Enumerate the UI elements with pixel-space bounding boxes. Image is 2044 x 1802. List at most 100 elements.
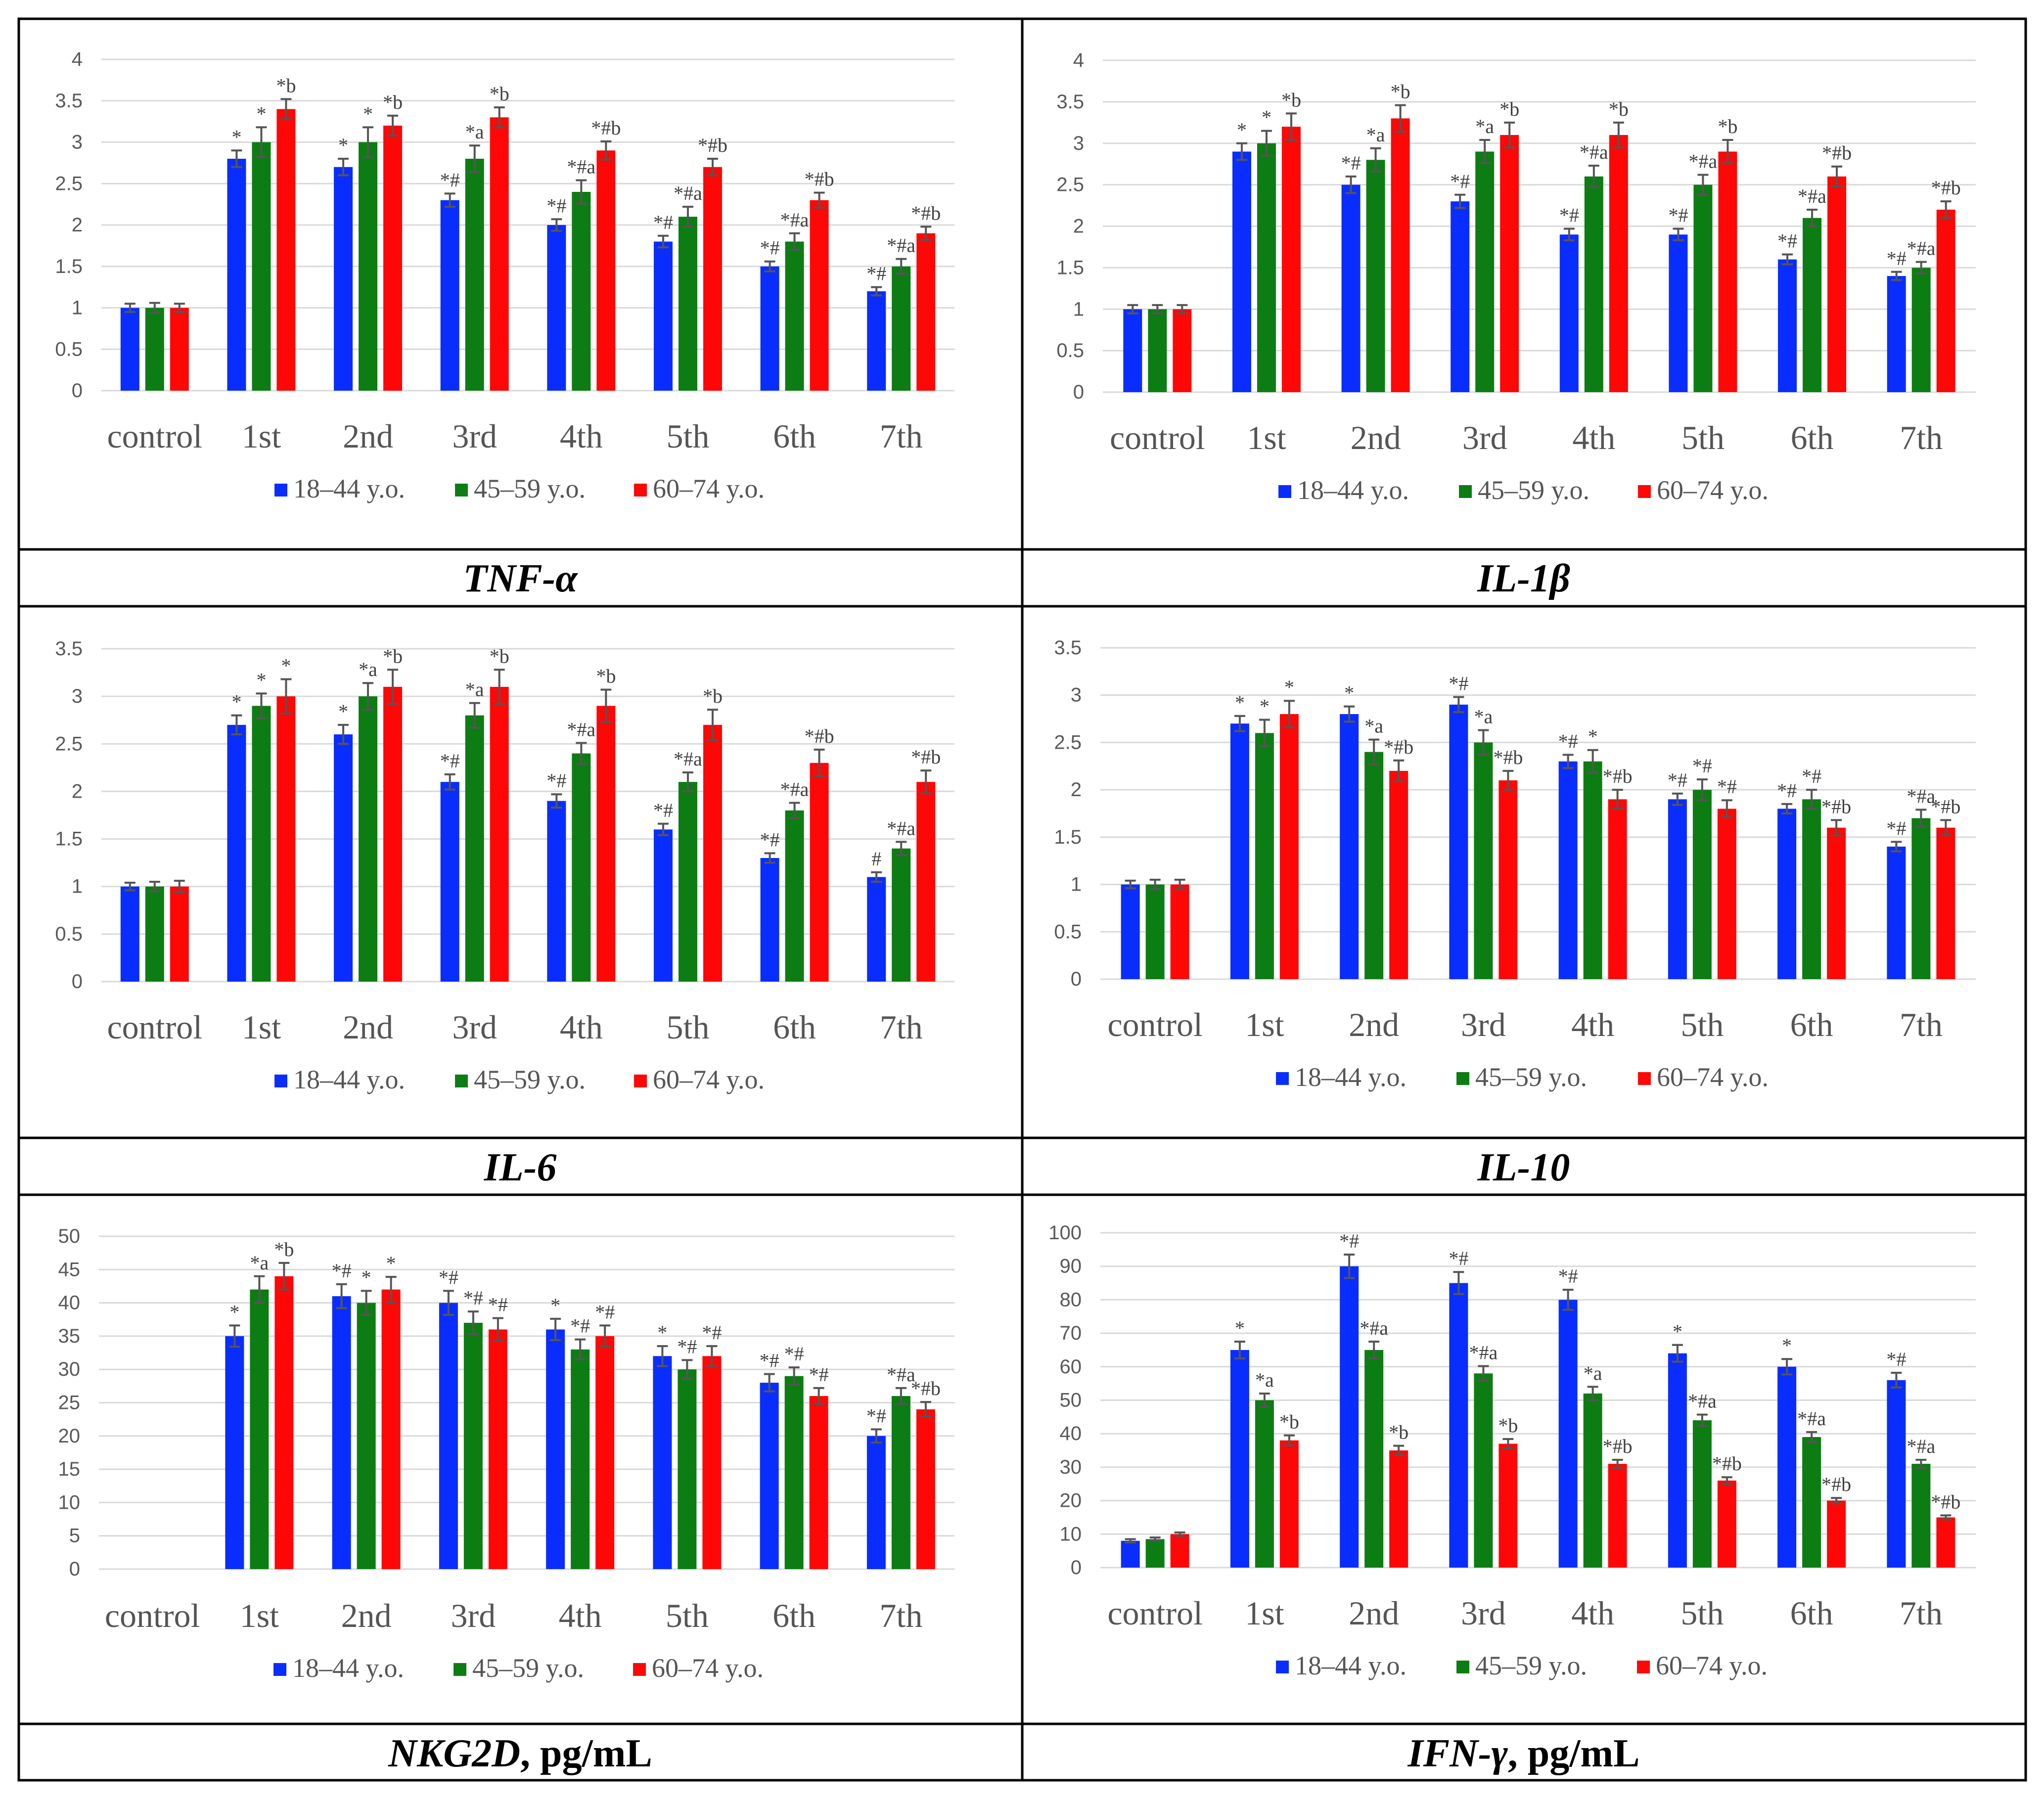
- bar: [1717, 1480, 1736, 1568]
- bar: [1173, 309, 1192, 392]
- bar: [678, 782, 697, 982]
- y-tick-label: 2: [1071, 779, 1082, 801]
- bar: [678, 217, 697, 391]
- significance-label: *#: [1558, 730, 1578, 752]
- bar: [810, 200, 829, 391]
- significance-label: *#: [653, 211, 673, 233]
- bar: [1451, 201, 1470, 392]
- significance-label: *#: [1339, 1230, 1359, 1252]
- significance-label: *#: [440, 750, 460, 772]
- bar: [596, 706, 616, 982]
- legend-swatch: [1638, 485, 1651, 498]
- significance-label: *#: [1558, 1265, 1578, 1287]
- legend-label: 18–44 y.o.: [1295, 1651, 1407, 1680]
- bar: [1887, 847, 1906, 979]
- significance-label: *#: [1692, 755, 1712, 777]
- legend-swatch: [634, 484, 647, 496]
- bar: [595, 1336, 615, 1569]
- caption-title: NKG2D: [388, 1732, 520, 1775]
- significance-label: *: [1588, 725, 1598, 748]
- y-tick-label: 0: [72, 971, 83, 992]
- bar: [120, 886, 139, 982]
- significance-label: *#: [760, 237, 780, 259]
- bar: [465, 715, 484, 982]
- x-tick-label: 6th: [773, 1008, 816, 1046]
- x-tick-label: 7th: [1900, 419, 1943, 456]
- y-tick-label: 0: [1073, 381, 1084, 403]
- legend-label: 18–44 y.o.: [292, 1653, 404, 1683]
- significance-label: *#: [760, 1350, 779, 1372]
- bar: [357, 1303, 376, 1569]
- y-tick-label: 90: [1060, 1256, 1082, 1277]
- bar: [916, 233, 936, 391]
- y-tick-label: 25: [58, 1392, 81, 1414]
- legend-swatch: [1278, 485, 1291, 498]
- legend-swatch: [1276, 1661, 1289, 1673]
- significance-label: *#b: [1931, 177, 1961, 199]
- significance-label: *: [1235, 1317, 1245, 1339]
- caption-sep: ,: [1508, 1732, 1528, 1775]
- bar: [1232, 151, 1251, 392]
- x-tick-label: control: [1110, 419, 1205, 456]
- legend-label: 18–44 y.o.: [1297, 475, 1409, 505]
- bar: [383, 686, 403, 982]
- x-tick-label: 6th: [1790, 1594, 1833, 1632]
- bar: [1584, 176, 1603, 392]
- bar: [546, 1329, 565, 1569]
- bar: [867, 291, 886, 391]
- significance-label: *: [338, 700, 348, 722]
- x-tick-label: 2nd: [341, 1597, 392, 1634]
- bar: [490, 117, 509, 391]
- bar: [381, 1289, 401, 1569]
- y-tick-label: 1: [72, 876, 83, 898]
- y-tick-label: 2.5: [1056, 174, 1084, 196]
- x-tick-label: control: [1107, 1594, 1203, 1632]
- bar: [1145, 884, 1165, 979]
- bar: [1718, 151, 1737, 392]
- x-tick-label: 7th: [1900, 1006, 1943, 1043]
- significance-label: *b: [383, 91, 403, 113]
- bar: [440, 200, 459, 391]
- bar: [1257, 143, 1276, 392]
- bar: [572, 753, 591, 982]
- significance-label: *#: [809, 1363, 829, 1386]
- x-tick-label: control: [107, 417, 203, 455]
- y-tick-label: 1: [1073, 298, 1084, 320]
- significance-label: *#b: [1822, 142, 1852, 164]
- significance-label: *#b: [911, 746, 941, 768]
- significance-label: *#a: [1907, 1435, 1935, 1457]
- bar: [1255, 1400, 1274, 1568]
- significance-label: *#: [866, 263, 886, 285]
- bar: [1608, 1464, 1627, 1568]
- bar: [1936, 209, 1955, 392]
- y-tick-label: 45: [58, 1259, 81, 1280]
- bar: [334, 167, 353, 391]
- chart-3: 0 0.5 1 1.5 2 2.5 3 3.5 control 1st 2nd 3rd 4th 5th 6t…: [55, 638, 954, 1094]
- significance-label: *#a: [567, 156, 595, 178]
- significance-label: *#b: [805, 725, 834, 747]
- significance-label: *a: [359, 658, 377, 680]
- bar: [1692, 790, 1712, 979]
- significance-label: *#: [440, 169, 460, 191]
- significance-label: *#: [439, 1266, 458, 1288]
- y-tick-label: 2.5: [55, 733, 83, 755]
- bar: [1170, 1534, 1189, 1568]
- significance-label: *#b: [1712, 1452, 1742, 1475]
- bar: [1692, 1420, 1712, 1568]
- significance-label: *: [231, 126, 241, 148]
- legend-label: 60–74 y.o.: [653, 474, 765, 503]
- bar: [1121, 884, 1140, 979]
- significance-label: *#: [1668, 769, 1687, 791]
- bar: [1279, 1440, 1299, 1568]
- bar: [1887, 1380, 1906, 1568]
- bar: [1389, 1450, 1408, 1568]
- y-tick-label: 3.5: [1056, 91, 1084, 113]
- bar: [571, 1349, 590, 1569]
- bar: [1123, 309, 1142, 392]
- bar: [1391, 118, 1410, 393]
- significance-label: *#b: [911, 1377, 941, 1399]
- legend-swatch: [274, 1075, 287, 1087]
- bar: [227, 159, 246, 391]
- significance-label: *b: [596, 665, 616, 687]
